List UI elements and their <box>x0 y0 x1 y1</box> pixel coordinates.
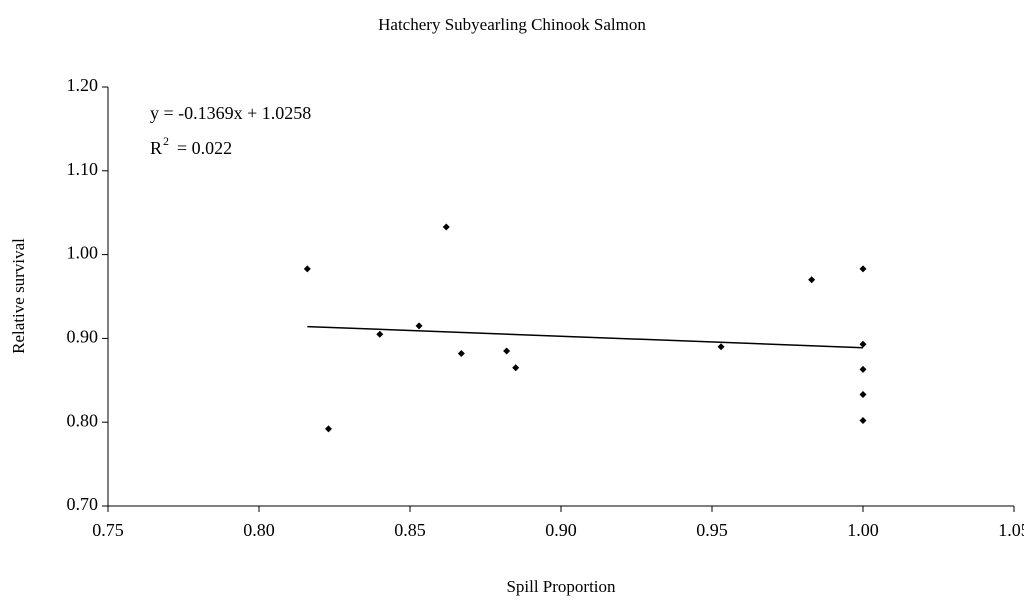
point <box>859 340 867 348</box>
point <box>457 349 465 357</box>
point <box>415 322 423 330</box>
y-tick-label: 0.90 <box>67 327 99 347</box>
trend-equation: y = -0.1369x + 1.0258 <box>150 103 311 123</box>
y-tick-label: 0.80 <box>67 410 99 430</box>
point <box>859 365 867 373</box>
y-axis-label: Relative survival <box>9 238 28 354</box>
x-tick-label: 0.90 <box>545 520 577 540</box>
point <box>442 223 450 231</box>
chart-title: Hatchery Subyearling Chinook Salmon <box>378 15 646 34</box>
x-tick-label: 1.00 <box>847 520 879 540</box>
point <box>503 347 511 355</box>
y-tick-label: 1.10 <box>67 159 99 179</box>
point <box>859 417 867 425</box>
point <box>303 265 311 273</box>
trend-line <box>307 325 864 349</box>
x-tick-label: 0.85 <box>394 520 426 540</box>
point <box>859 265 867 273</box>
x-axis-label: Spill Proportion <box>506 577 616 596</box>
point <box>376 330 384 338</box>
point <box>717 343 725 351</box>
point <box>808 276 816 284</box>
point <box>512 364 520 372</box>
x-tick-label: 0.95 <box>696 520 728 540</box>
r2-exponent: 2 <box>163 134 169 148</box>
y-tick-label: 1.20 <box>67 75 99 95</box>
x-tick-label: 0.75 <box>92 520 124 540</box>
y-tick-label: 1.00 <box>67 243 99 263</box>
x-tick-label: 1.05 <box>998 520 1024 540</box>
x-tick-label: 0.80 <box>243 520 275 540</box>
y-tick-label: 0.70 <box>67 494 99 514</box>
point <box>859 391 867 399</box>
r2-symbol: R <box>150 138 162 158</box>
point <box>324 425 332 433</box>
r2-text: = 0.022 <box>177 138 232 158</box>
